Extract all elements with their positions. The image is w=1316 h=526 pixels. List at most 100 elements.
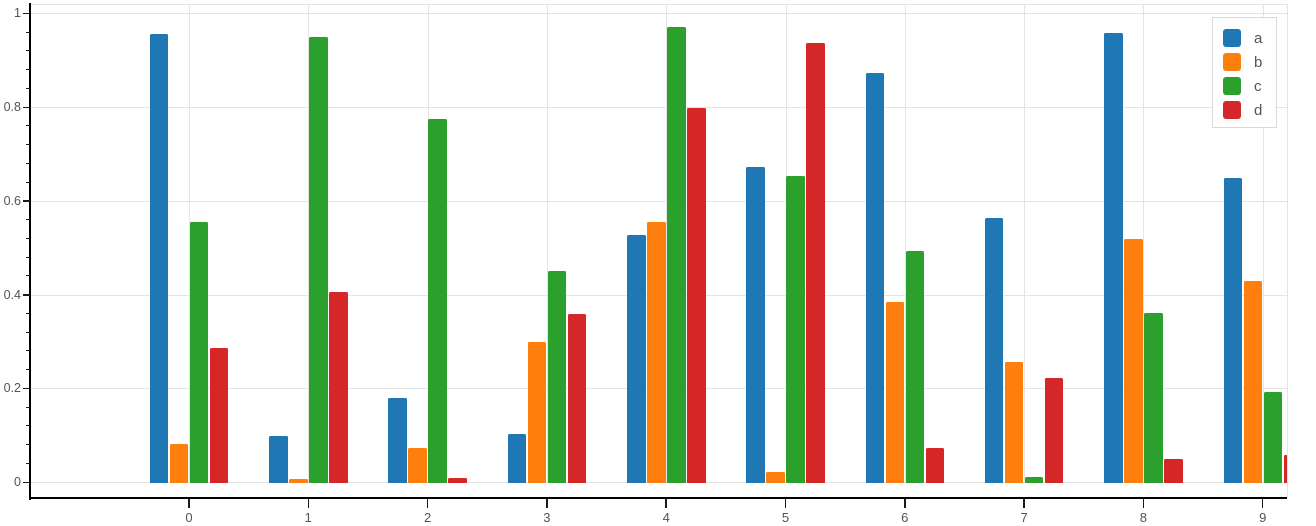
y-axis-minor-tick — [26, 369, 30, 371]
legend-swatch-a — [1223, 29, 1241, 47]
bar-c-1[interactable] — [309, 37, 328, 483]
bar-c-2[interactable] — [428, 119, 447, 483]
y-axis-minor-tick — [26, 237, 30, 239]
bar-d-6[interactable] — [925, 448, 944, 483]
x-axis-tick-label: 5 — [781, 510, 790, 525]
bar-b-4[interactable] — [647, 222, 666, 483]
y-axis-minor-tick — [26, 125, 30, 127]
bar-b-9[interactable] — [1243, 280, 1262, 483]
x-axis-tick — [665, 499, 667, 508]
x-gridline — [546, 4, 548, 482]
y-axis-minor-tick — [26, 256, 30, 258]
y-axis-minor-tick — [26, 162, 30, 164]
y-axis-tick-label: 0.4 — [3, 287, 21, 302]
y-axis-major-tick — [23, 387, 30, 390]
bar-a-3[interactable] — [507, 433, 527, 483]
plot-area — [30, 4, 1288, 483]
bar-d-3[interactable] — [567, 314, 587, 483]
x-axis-tick-label: 0 — [185, 510, 193, 525]
bar-d-8[interactable] — [1164, 458, 1183, 483]
x-gridline — [1262, 4, 1264, 482]
y-axis-minor-tick — [26, 462, 30, 464]
legend-item-c[interactable]: c — [1223, 77, 1268, 95]
bar-c-3[interactable] — [547, 271, 567, 483]
y-axis-minor-tick — [26, 69, 30, 71]
y-axis-minor-tick — [26, 275, 30, 277]
bar-a-4[interactable] — [627, 235, 646, 483]
x-axis-tick-label: 1 — [304, 510, 312, 525]
bar-b-8[interactable] — [1124, 239, 1143, 483]
y-axis-major-tick — [23, 106, 30, 109]
bar-d-9[interactable] — [1283, 454, 1288, 483]
bar-a-5[interactable] — [746, 167, 765, 483]
x-axis-tick — [1142, 499, 1145, 508]
y-gridline — [31, 107, 1288, 109]
legend-item-b[interactable]: b — [1223, 53, 1268, 71]
legend-item-a[interactable]: a — [1223, 29, 1268, 47]
x-axis-tick-label: 4 — [662, 510, 670, 525]
x-axis-tick-label: 3 — [543, 510, 551, 525]
bar-d-4[interactable] — [687, 108, 706, 483]
y-axis-minor-tick — [26, 406, 30, 408]
bar-b-3[interactable] — [527, 342, 547, 483]
bar-b-6[interactable] — [885, 301, 904, 483]
bar-c-0[interactable] — [189, 222, 209, 483]
bar-a-8[interactable] — [1104, 33, 1123, 483]
y-axis-major-tick — [23, 481, 30, 483]
y-axis-tick-label: 1 — [14, 6, 21, 21]
bar-d-7[interactable] — [1044, 377, 1064, 483]
x-gridline — [189, 4, 190, 482]
y-gridline — [31, 13, 1288, 15]
y-axis-tick-label: 0.6 — [3, 193, 21, 208]
y-axis-minor-tick — [26, 31, 30, 33]
legend-label-c: c — [1254, 77, 1262, 95]
bar-b-1[interactable] — [289, 479, 308, 483]
x-axis-tick-label: 6 — [901, 510, 909, 525]
y-axis-major-tick — [23, 294, 30, 296]
legend-swatch-c — [1223, 77, 1241, 95]
legend-label-b: b — [1254, 53, 1263, 71]
bar-d-2[interactable] — [448, 477, 467, 483]
x-axis-tick — [784, 499, 787, 508]
legend-swatch-d — [1223, 101, 1241, 119]
x-gridline — [666, 4, 668, 482]
bar-a-1[interactable] — [269, 436, 288, 483]
bar-d-0[interactable] — [209, 348, 229, 483]
bar-b-2[interactable] — [408, 447, 427, 483]
bar-d-5[interactable] — [806, 43, 825, 483]
legend-item-d[interactable]: d — [1223, 101, 1268, 119]
bar-d-1[interactable] — [329, 291, 348, 483]
bar-c-5[interactable] — [786, 176, 805, 483]
x-axis-tick — [426, 499, 429, 508]
y-axis-minor-tick — [26, 144, 30, 146]
bar-c-7[interactable] — [1024, 476, 1044, 483]
x-axis-tick — [1261, 499, 1264, 508]
bar-c-6[interactable] — [905, 251, 924, 483]
bar-a-6[interactable] — [865, 73, 884, 483]
x-gridline — [1024, 4, 1026, 482]
bar-a-0[interactable] — [149, 34, 169, 483]
bar-b-0[interactable] — [169, 443, 189, 483]
bar-b-5[interactable] — [766, 472, 785, 483]
y-gridline — [31, 200, 1288, 202]
x-gridline — [427, 4, 429, 482]
bar-c-4[interactable] — [667, 26, 686, 483]
legend-label-d: d — [1254, 101, 1263, 119]
y-axis-minor-tick — [26, 444, 30, 446]
legend-swatch-b — [1223, 53, 1241, 71]
x-axis-tick — [307, 499, 310, 508]
bar-c-9[interactable] — [1263, 391, 1282, 483]
bar-a-2[interactable] — [388, 398, 407, 483]
y-axis-minor-tick — [26, 219, 30, 221]
bar-a-9[interactable] — [1223, 177, 1242, 483]
bar-b-7[interactable] — [1004, 361, 1024, 483]
bar-c-8[interactable] — [1144, 312, 1163, 483]
y-axis-minor-tick — [26, 87, 30, 89]
x-axis-tick-label: 7 — [1020, 510, 1028, 525]
bar-a-7[interactable] — [984, 217, 1004, 483]
x-axis-tick — [188, 499, 190, 508]
x-gridline — [904, 4, 906, 482]
x-gridline — [785, 4, 787, 482]
y-axis-minor-tick — [26, 50, 30, 52]
